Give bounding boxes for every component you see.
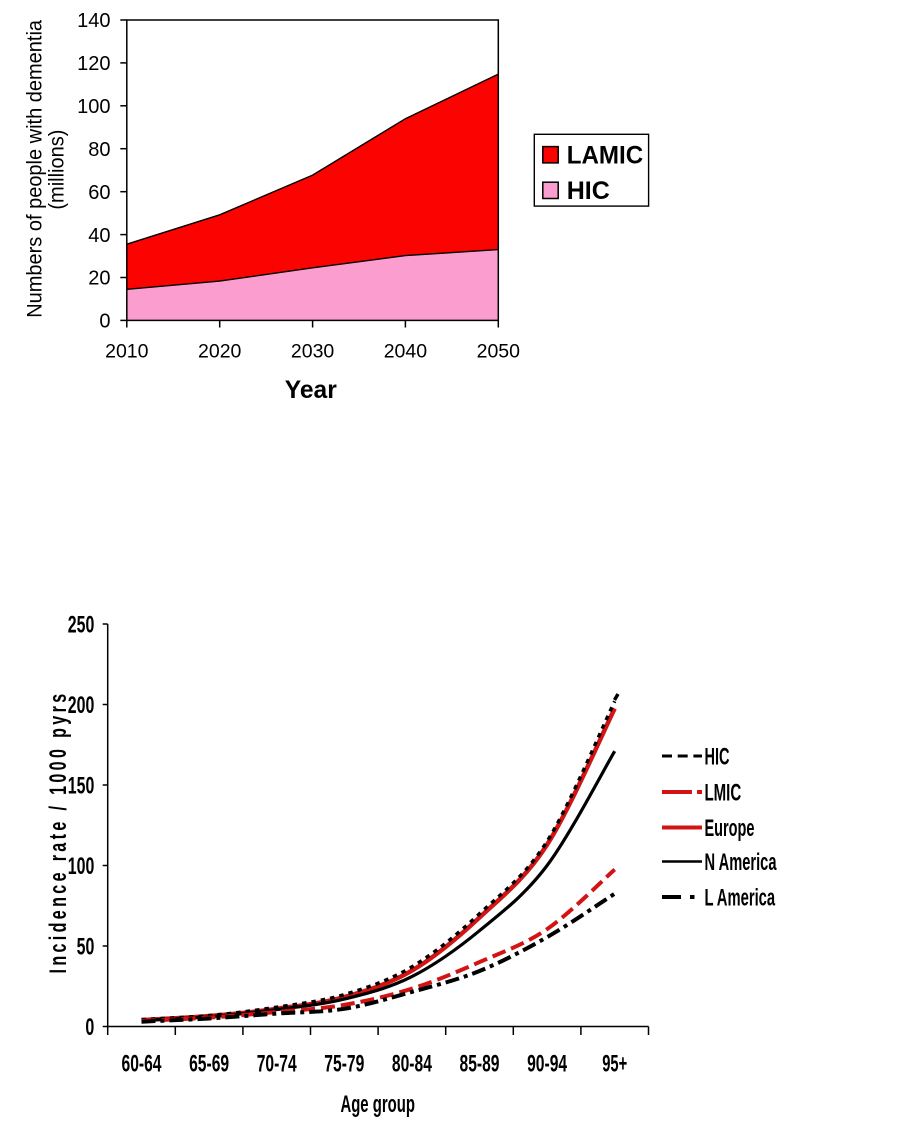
svg-text:250: 250 (68, 612, 95, 639)
svg-text:100: 100 (77, 96, 110, 118)
svg-text:150: 150 (68, 773, 95, 800)
svg-text:2050: 2050 (477, 341, 521, 363)
svg-text:80: 80 (88, 139, 110, 161)
svg-text:2030: 2030 (291, 341, 335, 363)
svg-text:Incidence rate / 1000 pyrs: Incidence rate / 1000 pyrs (45, 691, 72, 974)
svg-text:0: 0 (85, 1014, 94, 1041)
svg-text:Year: Year (285, 376, 337, 404)
svg-text:85-89: 85-89 (460, 1051, 500, 1078)
svg-text:65-69: 65-69 (189, 1051, 229, 1078)
svg-text:70-74: 70-74 (257, 1051, 297, 1078)
svg-text:60-64: 60-64 (122, 1051, 162, 1078)
svg-text:Europe: Europe (705, 815, 755, 842)
svg-text:LMIC: LMIC (705, 780, 742, 807)
svg-text:95+: 95+ (602, 1051, 627, 1078)
svg-text:50: 50 (77, 934, 95, 961)
svg-text:Age group: Age group (340, 1091, 415, 1118)
svg-text:LAMIC: LAMIC (567, 142, 644, 170)
svg-text:120: 120 (77, 53, 110, 75)
svg-text:80-84: 80-84 (392, 1051, 432, 1078)
svg-text:60: 60 (88, 182, 110, 204)
svg-text:HIC: HIC (567, 177, 610, 205)
svg-text:75-79: 75-79 (324, 1051, 364, 1078)
svg-text:2010: 2010 (105, 341, 149, 363)
svg-text:L America: L America (705, 885, 776, 912)
svg-text:Numbers of people with dementi: Numbers of people with dementia (24, 20, 47, 318)
svg-text:20: 20 (88, 268, 110, 290)
svg-text:140: 140 (77, 10, 110, 32)
svg-text:0: 0 (99, 311, 110, 333)
svg-text:100: 100 (68, 853, 95, 880)
svg-text:40: 40 (88, 225, 110, 247)
svg-text:HIC: HIC (705, 744, 730, 771)
svg-text:(millions): (millions) (46, 130, 69, 210)
svg-text:200: 200 (68, 692, 95, 719)
svg-text:2040: 2040 (384, 341, 428, 363)
svg-text:90-94: 90-94 (527, 1051, 567, 1078)
svg-text:2020: 2020 (198, 341, 242, 363)
svg-text:N America: N America (705, 849, 777, 876)
